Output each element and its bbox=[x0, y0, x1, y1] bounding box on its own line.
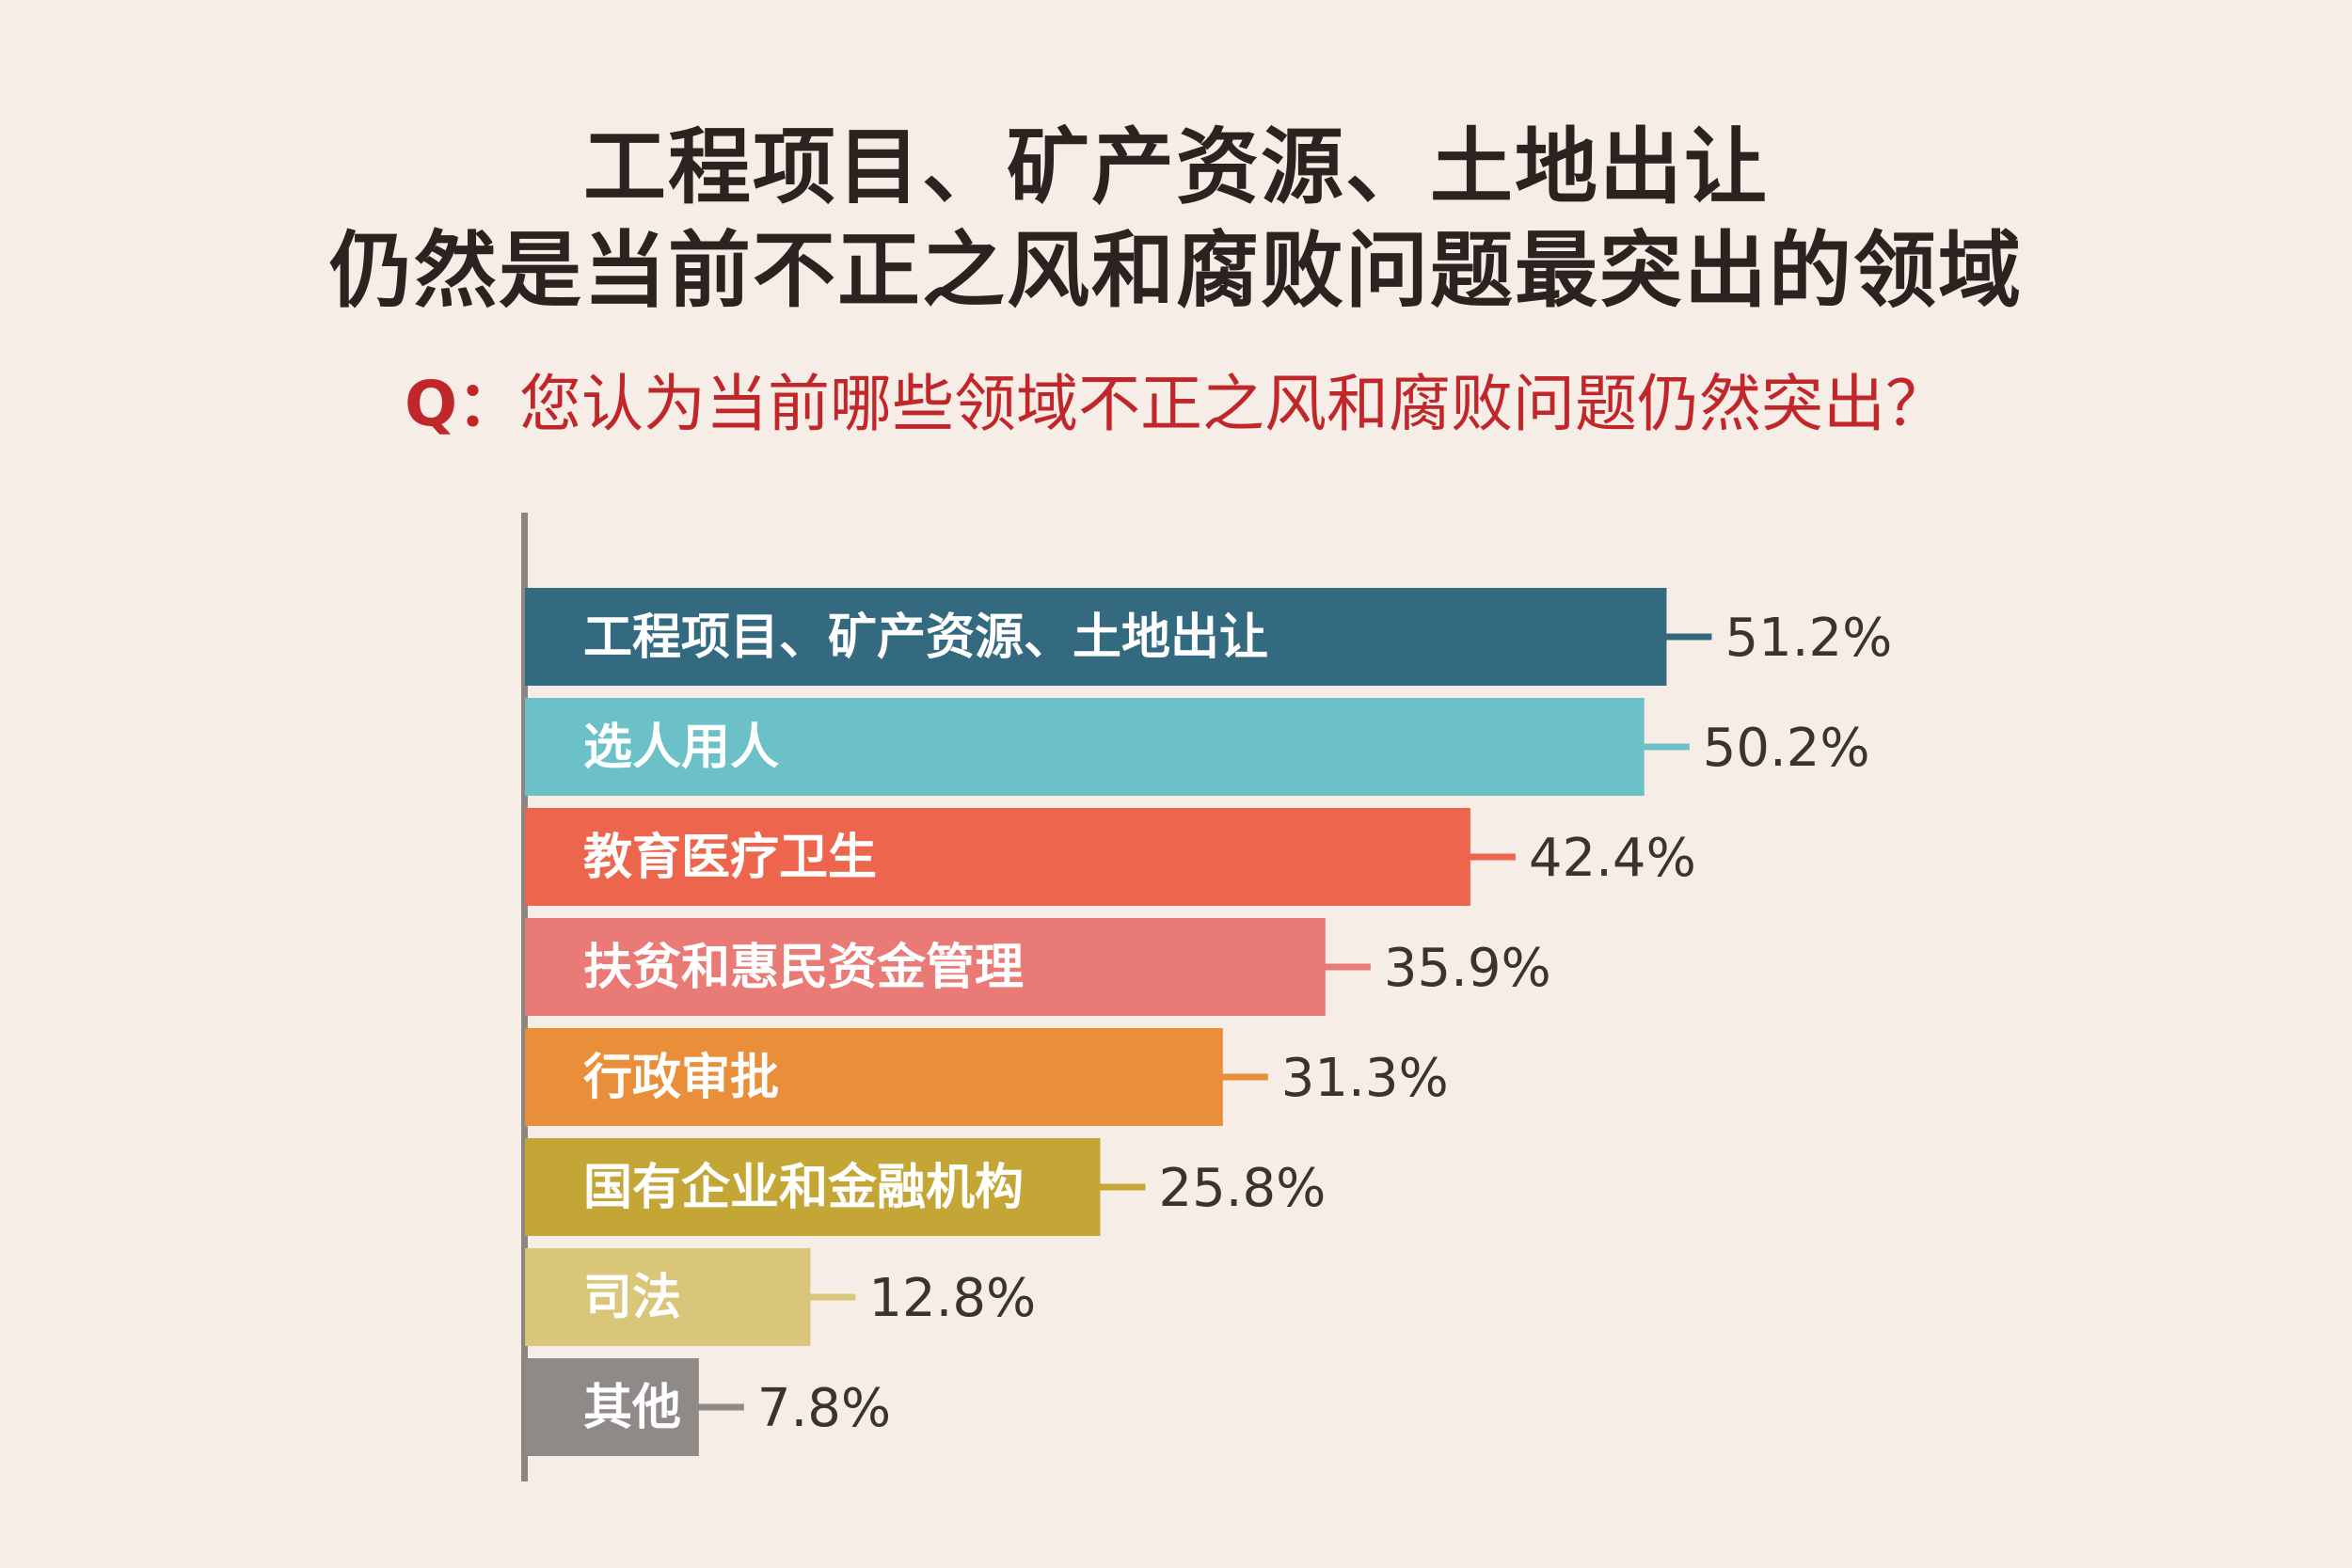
category-label: 工程项目、矿产资源、土地出让 bbox=[583, 610, 1268, 666]
bar-tick bbox=[1664, 633, 1712, 641]
bar bbox=[525, 1358, 699, 1456]
bar-tick bbox=[1098, 1183, 1146, 1191]
bar bbox=[525, 918, 1326, 1016]
value-label: 50.2% bbox=[1703, 718, 1870, 779]
bar-tick bbox=[1323, 963, 1371, 971]
value-label: 31.3% bbox=[1281, 1048, 1449, 1109]
bar-group: 国有企业和金融机构 25.8% bbox=[525, 1138, 1326, 1236]
survey-question: Q：您认为当前哪些领域不正之风和腐败问题仍然突出？ bbox=[0, 367, 2352, 442]
bar bbox=[525, 1028, 1223, 1126]
question-label: Q： bbox=[404, 368, 520, 440]
bar bbox=[525, 1248, 811, 1346]
value-label: 51.2% bbox=[1724, 608, 1892, 669]
category-label: 选人用人 bbox=[583, 720, 779, 776]
bar-tick bbox=[1220, 1073, 1268, 1081]
value-label: 12.8% bbox=[868, 1268, 1036, 1329]
category-label: 教育医疗卫生 bbox=[583, 830, 877, 886]
bar-group: 扶贫和惠民资金管理 35.9% bbox=[525, 918, 1551, 1016]
category-label: 国有企业和金融机构 bbox=[583, 1160, 1024, 1216]
bar bbox=[525, 698, 1645, 796]
bar-group: 工程项目、矿产资源、土地出让 51.2% bbox=[525, 588, 1892, 686]
value-label: 35.9% bbox=[1384, 938, 1551, 999]
bar bbox=[525, 588, 1667, 686]
bar-tick bbox=[808, 1293, 856, 1301]
bar-group: 司法 12.8% bbox=[525, 1248, 1036, 1346]
category-label: 司法 bbox=[583, 1270, 681, 1326]
bar-group: 选人用人 50.2% bbox=[525, 698, 1870, 796]
bar bbox=[525, 1138, 1101, 1236]
bar-group: 其他 7.8% bbox=[525, 1358, 891, 1456]
bar-group: 教育医疗卫生 42.4% bbox=[525, 808, 1696, 906]
title-line-2: 仍然是当前不正之风和腐败问题最突出的领域 bbox=[328, 222, 2023, 319]
category-label: 其他 bbox=[583, 1380, 681, 1436]
question-text: 您认为当前哪些领域不正之风和腐败问题仍然突出？ bbox=[519, 368, 1948, 440]
bar-tick bbox=[1642, 743, 1690, 751]
value-label: 7.8% bbox=[757, 1378, 891, 1439]
bar-group: 行政审批 31.3% bbox=[525, 1028, 1449, 1126]
y-axis-line bbox=[521, 513, 528, 1481]
bar bbox=[525, 808, 1470, 906]
category-label: 扶贫和惠民资金管理 bbox=[583, 940, 1024, 996]
bar-tick bbox=[696, 1403, 744, 1411]
category-label: 行政审批 bbox=[583, 1050, 779, 1106]
bar-tick bbox=[1468, 853, 1516, 861]
value-label: 25.8% bbox=[1158, 1158, 1326, 1219]
value-label: 42.4% bbox=[1529, 828, 1696, 889]
title-line-1: 工程项目、矿产资源、土地出让 bbox=[582, 119, 1769, 215]
